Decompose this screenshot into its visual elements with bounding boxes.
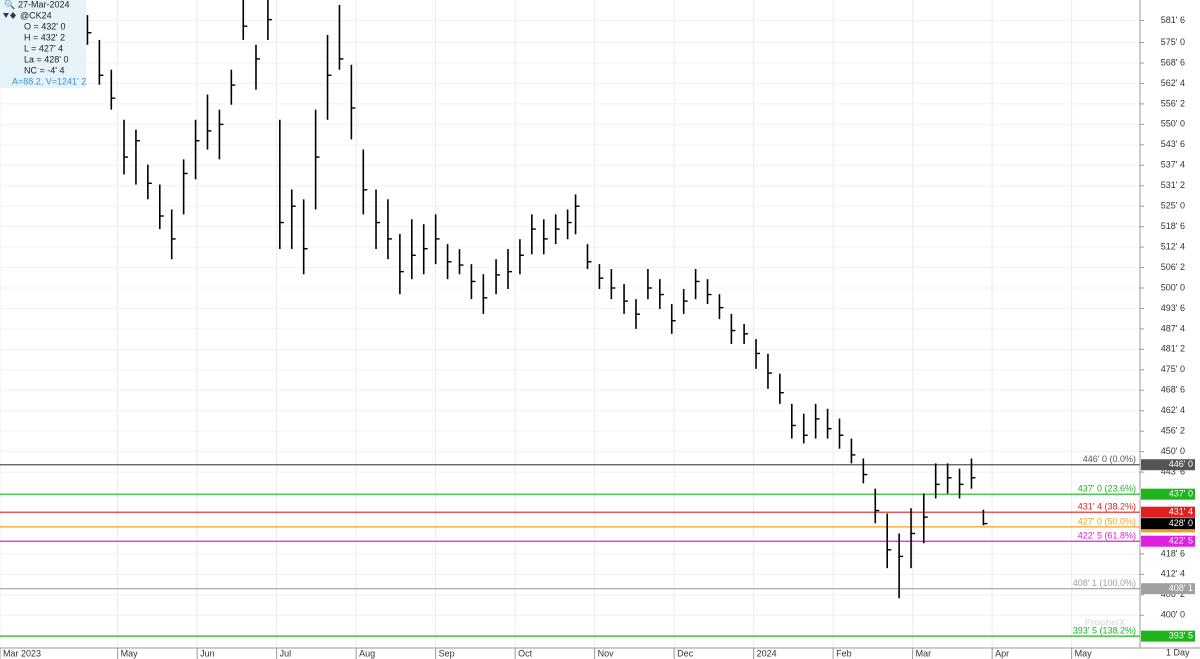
plot: 446' 0 (0.0%) 437' 0 (23.6%) 431' 4 (38.2%… <box>0 0 1140 648</box>
header-symbol: @CK24 <box>20 10 52 20</box>
y-tick-label: 456' 2 <box>1161 426 1185 436</box>
y-tick-label: 406' 2 <box>1161 589 1185 599</box>
price-tag-label: 393' 5 <box>1169 631 1193 641</box>
header-low: L = 427' 4 <box>24 43 63 53</box>
x-tick-label: Jul <box>280 648 292 658</box>
price-tag-label: 431' 4 <box>1169 507 1193 517</box>
price-tag-label: 422' 5 <box>1169 536 1193 546</box>
y-tick-label: 443' 6 <box>1161 466 1185 476</box>
search-icon[interactable]: 🔍 <box>4 0 15 9</box>
x-tick-label: Oct <box>518 648 533 658</box>
fib-label: 408' 1 (100.0%) <box>1073 578 1136 588</box>
x-tick-label: Nov <box>598 648 615 658</box>
y-tick-label: 537' 4 <box>1161 160 1185 170</box>
fib-label: 427' 0 (50.0%) <box>1078 516 1136 526</box>
y-tick-label: 412' 4 <box>1161 569 1185 579</box>
x-tick-label: May <box>121 648 139 658</box>
x-tick-label: Apr <box>995 648 1009 658</box>
x-tick-label: 2024 <box>757 648 777 658</box>
x-tick-label: Jun <box>200 648 215 658</box>
y-tick-label: 568' 6 <box>1161 57 1185 67</box>
price-tag <box>1141 506 1195 518</box>
y-tick-label: 562' 4 <box>1161 78 1185 88</box>
price-tag <box>1141 583 1195 595</box>
y-tick-label: 481' 2 <box>1161 344 1185 354</box>
fib-label: 393' 5 (138.2%) <box>1073 626 1136 636</box>
y-tick-label: 556' 2 <box>1161 98 1185 108</box>
price-tag-label: 437' 0 <box>1169 489 1193 499</box>
y-tick-label: 512' 4 <box>1161 241 1185 251</box>
x-tick-label: Dec <box>677 648 694 658</box>
price-tag <box>1141 535 1195 547</box>
y-tick-label: 506' 2 <box>1161 262 1185 272</box>
watermark: ProphetX <box>1085 617 1125 627</box>
y-tick-label: 518' 6 <box>1161 221 1185 231</box>
header-open: O = 432' 0 <box>24 21 66 31</box>
y-tick-label: 575' 0 <box>1161 37 1185 47</box>
header-date: 27-Mar-2024 <box>18 0 70 9</box>
price-tag-label: 408' 1 <box>1169 583 1193 593</box>
y-tick-label: 418' 6 <box>1161 548 1185 558</box>
x-tick-label: Mar <box>916 648 932 658</box>
info-box: 🔍 27-Mar-2024 @CK24 O = 432' 0 H = 432' … <box>0 0 86 88</box>
price-tag <box>1141 488 1195 500</box>
collapse-icon[interactable] <box>3 13 9 18</box>
header-last: La = 428' 0 <box>24 54 69 64</box>
x-tick-label: Sep <box>439 648 455 658</box>
y-tick-label: 525' 0 <box>1161 201 1185 211</box>
header-net-change: NC = -4' 4 <box>24 65 64 75</box>
y-tick-label: 500' 0 <box>1161 282 1185 292</box>
y-tick-label: 487' 4 <box>1161 323 1185 333</box>
price-tag <box>1141 630 1195 642</box>
fib-label: 431' 4 (38.2%) <box>1078 502 1136 512</box>
header-volume: A=88.2, V=1241' 2 <box>12 76 86 86</box>
fib-label: 437' 0 (23.6%) <box>1078 484 1136 494</box>
y-tick-label: 581' 6 <box>1161 15 1185 25</box>
header-high: H = 432' 2 <box>24 32 65 42</box>
fib-label: 446' 0 (0.0%) <box>1083 454 1136 464</box>
x-tick-label: May <box>1075 648 1093 658</box>
fib-label: 422' 5 (61.8%) <box>1078 531 1136 541</box>
y-tick-label: 475' 0 <box>1161 364 1185 374</box>
price-tag <box>1141 459 1195 471</box>
y-tick-label: 493' 6 <box>1161 303 1185 313</box>
y-tick-label: 462' 4 <box>1161 405 1185 415</box>
price-tag-label: 446' 0 <box>1169 459 1193 469</box>
x-tick-label: Feb <box>836 648 852 658</box>
y-tick-label: 468' 6 <box>1161 385 1185 395</box>
x-tick-label: Aug <box>359 648 375 658</box>
last-price-label: 428' 0 <box>1169 518 1193 528</box>
y-tick-label: 531' 2 <box>1161 180 1185 190</box>
interval-label[interactable]: 1 Day <box>1166 647 1190 657</box>
symbol-icon <box>10 12 16 19</box>
y-tick-label: 550' 0 <box>1161 119 1185 129</box>
y-tick-label: 543' 6 <box>1161 139 1185 149</box>
last-price-tag <box>1141 518 1195 530</box>
x-tick-label: Mar 2023 <box>3 648 41 658</box>
y-tick-label: 450' 0 <box>1161 446 1185 456</box>
y-tick-label: 400' 0 <box>1161 610 1185 620</box>
